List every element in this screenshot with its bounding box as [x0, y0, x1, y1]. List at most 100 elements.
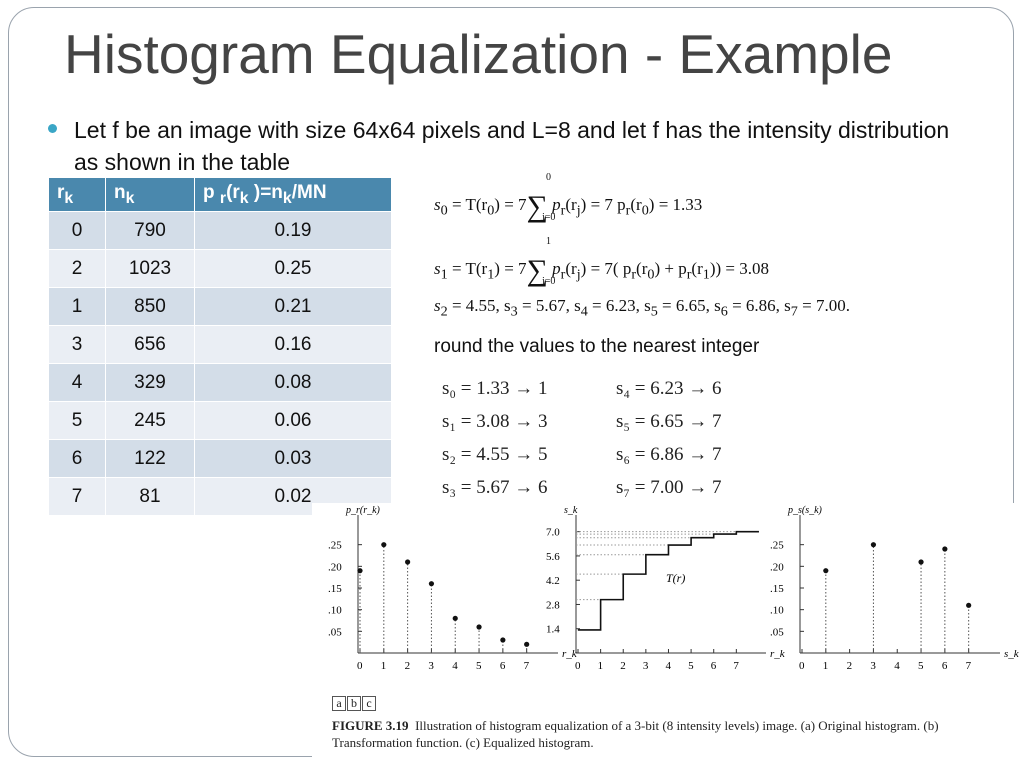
data-point: [452, 615, 458, 621]
rounding-s0: s₀ = 1.33 → 1: [442, 378, 548, 399]
table-row: 4 329 0.08: [48, 363, 392, 402]
cell-prob: 0.16: [194, 325, 392, 364]
histogram-figure: p_r(r_k) r_k .05 .10 .15 .20 .25 0 1 2 3 4 5 6 7 s_k r_k…: [328, 505, 1020, 672]
x-tick-label: 6: [500, 660, 506, 672]
y-tick-label: .25: [328, 540, 342, 552]
x-tick-label: 4: [452, 660, 458, 672]
data-point: [357, 568, 363, 574]
data-point: [428, 581, 435, 587]
y-tick-label: .15: [328, 583, 342, 595]
figure-caption-label: FIGURE 3.19: [332, 718, 409, 733]
x-tick-label: 3: [643, 660, 649, 672]
x-tick-label: 3: [428, 660, 434, 672]
figure-3-19: p_r(r_k) r_k .05 .10 .15 .20 .25 0 1 2 3 4 5 6 7 s_k r_k…: [312, 503, 1024, 768]
y-tick-label: .05: [770, 626, 784, 638]
header-nk: nk: [105, 177, 195, 212]
y-tick-label: .20: [328, 561, 342, 573]
sigma-symbol: ∑: [526, 254, 548, 287]
y-tick-label: .15: [770, 583, 784, 595]
cell-nk: 329: [105, 363, 195, 402]
figure-caption-text: Illustration of histogram equalization o…: [332, 718, 939, 750]
x-tick-label: 6: [942, 660, 948, 672]
y-axis-label: p_r(r_k): [345, 505, 381, 516]
y-tick-label: 2.8: [546, 599, 560, 611]
cell-rk: 7: [48, 477, 106, 516]
cell-prob: 0.25: [194, 249, 392, 288]
x-tick-label: 4: [665, 660, 671, 672]
cell-nk: 790: [105, 211, 195, 250]
cell-prob: 0.08: [194, 363, 392, 402]
rounding-list-right: s₄ = 6.23 → 6 s₅ = 6.65 → 7 s₆ = 6.86 → …: [616, 372, 721, 504]
formula-s2-s7: s2 = 4.55, s3 = 5.67, s4 = 6.23, s5 = 6.…: [434, 296, 850, 320]
x-tick-label: 0: [357, 660, 363, 672]
cell-prob: 0.02: [194, 477, 392, 516]
x-tick-label: 5: [476, 660, 482, 672]
data-point: [524, 641, 530, 647]
cell-nk: 122: [105, 439, 195, 478]
cell-prob: 0.21: [194, 287, 392, 326]
x-tick-label: 4: [894, 660, 900, 672]
cell-rk: 6: [48, 439, 106, 478]
bullet-icon: [48, 124, 57, 133]
data-point: [381, 542, 387, 548]
cell-nk: 81: [105, 477, 195, 516]
cell-rk: 5: [48, 401, 106, 440]
header-prob: p r(rk )=nk/MN: [194, 177, 392, 212]
slide-title: Histogram Equalization - Example: [64, 23, 893, 85]
x-tick-label: 6: [711, 660, 717, 672]
cell-rk: 1: [48, 287, 106, 326]
rounding-s2: s₂ = 4.55 → 5: [442, 444, 548, 465]
cell-prob: 0.03: [194, 439, 392, 478]
transform-step-line: [578, 530, 759, 631]
table-row: 5 245 0.06: [48, 401, 392, 440]
cell-rk: 4: [48, 363, 106, 402]
formula-s1: s1 = T(r1) = 7∑ 1 j=0 pr(rj) = 7( pr(r0) +…: [434, 236, 769, 287]
cell-rk: 3: [48, 325, 106, 364]
cell-nk: 850: [105, 287, 195, 326]
rounding-s1: s₁ = 3.08 → 3: [442, 411, 548, 432]
formula-s0: s0 = T(r0) = 7∑ 0 j=0 pr(rj) = 7 pr(r0) = …: [434, 172, 703, 223]
y-tick-label: .10: [328, 605, 342, 617]
x-tick-label: 1: [381, 660, 387, 672]
x-tick-label: 7: [733, 660, 739, 672]
rounding-s4: s₄ = 6.23 → 6: [616, 378, 722, 399]
data-point: [405, 559, 411, 565]
y-tick-label: 7.0: [546, 527, 560, 539]
cell-rk: 0: [48, 211, 106, 250]
transform-label: T(r): [666, 571, 685, 585]
rounding-s5: s₅ = 6.65 → 7: [616, 411, 722, 432]
y-tick-label: 1.4: [546, 624, 560, 636]
x-axis-label: s_k: [1004, 648, 1020, 660]
table-row: 0 790 0.19: [48, 211, 392, 250]
data-point: [918, 559, 924, 565]
rounding-s7: s₇ = 7.00 → 7: [616, 477, 722, 498]
bullet-text: Let f be an image with size 64x64 pixels…: [74, 117, 950, 175]
cell-prob: 0.19: [194, 211, 392, 250]
data-point: [942, 546, 948, 552]
cell-rk: 2: [48, 249, 106, 288]
x-tick-label: 2: [847, 660, 853, 672]
table-header-row: rk nk p r(rk )=nk/MN: [48, 177, 392, 212]
sigma-symbol: ∑: [526, 190, 548, 223]
x-tick-label: 2: [405, 660, 411, 672]
x-tick-label: 2: [620, 660, 626, 672]
y-tick-label: 5.6: [546, 551, 560, 563]
data-point: [476, 624, 482, 630]
data-point: [966, 602, 972, 608]
data-point: [823, 568, 829, 574]
x-tick-label: 5: [688, 660, 694, 672]
x-tick-label: 7: [966, 660, 972, 672]
x-tick-label: 5: [918, 660, 924, 672]
x-tick-label: 1: [598, 660, 604, 672]
y-tick-label: 4.2: [546, 575, 560, 587]
cell-nk: 1023: [105, 249, 195, 288]
table-row: 7 81 0.02: [48, 477, 392, 516]
data-point: [500, 637, 506, 643]
cell-nk: 656: [105, 325, 195, 364]
y-tick-label: .10: [770, 605, 784, 617]
y-tick-label: .25: [770, 540, 784, 552]
rounding-list-left: s₀ = 1.33 → 1 s₁ = 3.08 → 3 s₂ = 4.55 → …: [442, 372, 547, 504]
x-axis-label: r_k: [770, 648, 786, 660]
y-tick-label: .05: [328, 626, 342, 638]
